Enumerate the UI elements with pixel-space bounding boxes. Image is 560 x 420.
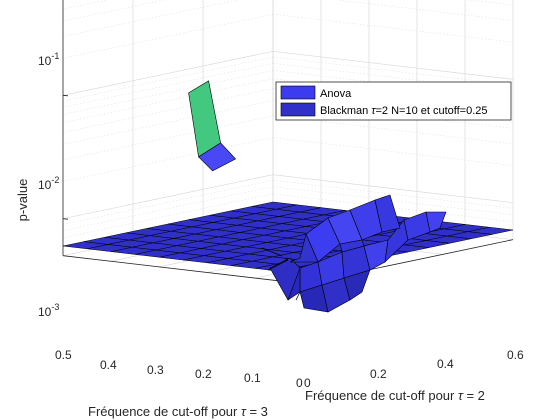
surface-edge-line [261,247,283,257]
minor-grid-line [62,100,274,145]
minor-grid-line [62,0,166,22]
x-tick-label: 0.2 [370,367,387,381]
z-tick-mark [62,94,69,97]
z-tick-label: 10-2 [38,175,59,192]
y-tick-label: 0.5 [55,348,72,362]
anova-surface-patch [289,233,319,263]
surface-edge-line [267,259,289,271]
minor-grid-line [62,78,274,123]
y-tick-label: 0 [296,376,303,390]
legend-swatch-anova [280,85,316,100]
minor-grid-line [62,56,274,102]
minor-grid-line [62,0,239,37]
minor-grid-line [62,13,274,59]
minor-grid-line [62,186,274,231]
y-tick-label: 0.2 [195,367,212,381]
x-tick-label: 0.4 [437,357,454,371]
anova-peak-base-patch [198,142,237,172]
y-tick-labels: 0.5 0.4 0.3 0.2 0.1 0 [55,348,303,390]
z-tick-mark [62,218,69,220]
anova-surface-patch [343,269,371,301]
minor-grid-line [62,70,274,115]
x-tick-label: 0.6 [507,348,524,362]
legend-entry-anova: Anova [320,88,352,100]
major-grid-line [272,174,514,204]
anova-surface-patch [374,194,401,233]
minor-grid-line [62,0,109,10]
surface-edge-line [295,291,301,301]
legend: Anova Blackman τ=2 N=10 et cutoff=0.25 [275,81,512,121]
x-tick-labels: 0 0.2 0.4 0.6 [304,348,524,390]
minor-grid-line [62,62,274,108]
y-tick-label: 0.3 [147,363,164,377]
z-tick-labels: 10-1 10-2 10-3 [38,51,59,319]
anova-surface-patch [269,257,301,301]
blackman-plane-cell [251,201,298,210]
legend-swatch-blackman [280,102,316,117]
anova-surface-patch [425,211,447,233]
minor-grid-line [62,193,274,239]
y-axis-line [62,255,304,285]
z-axis-label: p-value [15,179,30,222]
z-tick-label: 10-3 [38,302,59,319]
y-axis-label: Fréquence de cut-off pour τ = 3 [88,404,268,419]
major-grid-line [272,50,514,80]
minor-grid-line [62,88,274,133]
minor-grid-line [62,180,274,225]
anova-surface-patch [339,239,365,253]
anova-surface [188,80,447,313]
y-tick-label: 0.4 [100,358,117,372]
minor-grid-line [62,115,274,161]
major-grid-line [62,50,274,96]
minor-grid-line [62,137,274,182]
z-tick-label: 10-1 [38,51,59,68]
major-grid-line [62,174,274,220]
x-tick-label: 0 [304,376,311,390]
x-axis-label: Fréquence de cut-off pour τ = 2 [305,388,485,403]
legend-entry-blackman: Blackman τ=2 N=10 et cutoff=0.25 [320,105,488,117]
y-tick-label: 0.1 [244,371,261,385]
